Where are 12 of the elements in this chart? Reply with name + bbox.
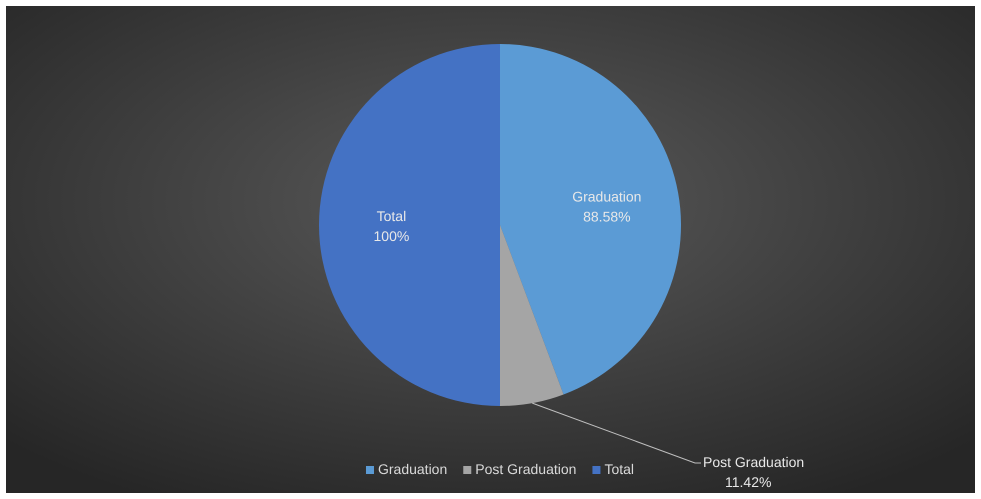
data-label: 88.58% (583, 208, 631, 225)
pie-slice (500, 44, 681, 394)
pie-slice (500, 225, 564, 406)
legend-label: Graduation (378, 461, 448, 477)
legend-label: Total (604, 461, 634, 477)
data-label: 11.42% (725, 474, 772, 490)
data-label: 100% (373, 228, 410, 244)
slice-label: Post Graduation (703, 454, 804, 470)
legend-label: Post Graduation (475, 461, 576, 477)
slice-label: Graduation (572, 188, 642, 205)
pie-slice (319, 44, 500, 406)
slice-label: Total (376, 208, 406, 224)
